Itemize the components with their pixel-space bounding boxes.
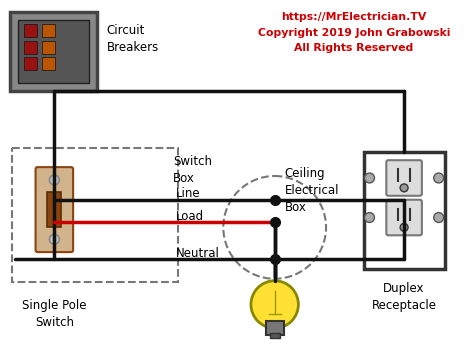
Text: Ceiling
Electrical
Box: Ceiling Electrical Box bbox=[284, 167, 339, 214]
Text: Duplex
Receptacle: Duplex Receptacle bbox=[372, 282, 437, 312]
Bar bbox=[43, 41, 55, 54]
FancyBboxPatch shape bbox=[386, 200, 422, 235]
Text: Switch
Box: Switch Box bbox=[173, 155, 212, 185]
FancyBboxPatch shape bbox=[364, 152, 445, 269]
Bar bbox=[47, 192, 61, 228]
Bar bbox=[24, 58, 36, 70]
FancyBboxPatch shape bbox=[10, 12, 97, 91]
Bar bbox=[43, 24, 55, 37]
Text: Load: Load bbox=[176, 210, 204, 223]
Circle shape bbox=[400, 223, 408, 231]
Circle shape bbox=[400, 184, 408, 192]
Bar bbox=[270, 333, 280, 338]
Bar bbox=[43, 58, 55, 70]
Bar bbox=[24, 24, 36, 37]
Text: Line: Line bbox=[176, 187, 201, 200]
FancyBboxPatch shape bbox=[18, 20, 89, 83]
Text: Single Pole
Switch: Single Pole Switch bbox=[22, 299, 87, 328]
Circle shape bbox=[251, 281, 298, 328]
Circle shape bbox=[49, 175, 59, 185]
Circle shape bbox=[434, 213, 444, 223]
Circle shape bbox=[365, 213, 374, 223]
FancyBboxPatch shape bbox=[36, 167, 73, 252]
Text: Circuit
Breakers: Circuit Breakers bbox=[107, 24, 159, 54]
Bar bbox=[24, 41, 36, 54]
Text: https://MrElectrician.TV
Copyright 2019 John Grabowski
All Rights Reserved: https://MrElectrician.TV Copyright 2019 … bbox=[257, 12, 450, 53]
Text: Neutral: Neutral bbox=[176, 247, 220, 260]
Circle shape bbox=[49, 234, 59, 244]
Circle shape bbox=[365, 173, 374, 183]
Bar bbox=[266, 321, 283, 335]
FancyBboxPatch shape bbox=[386, 160, 422, 196]
Circle shape bbox=[434, 173, 444, 183]
